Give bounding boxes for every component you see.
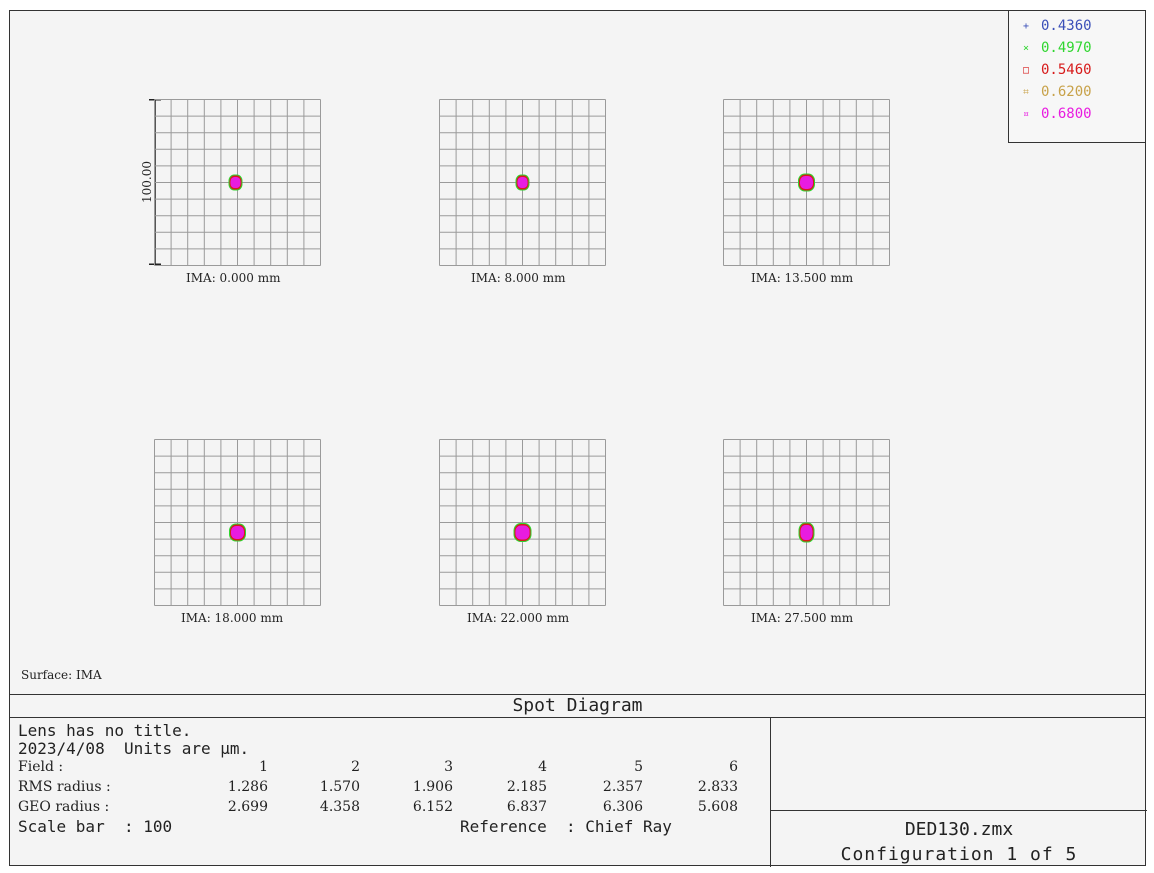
spot-mark [800, 525, 813, 540]
field-label-1: IMA: 0.000 mm [186, 271, 281, 285]
rms-value: 1.286 [227, 779, 268, 795]
legend-wavelength: 0.5460 [1041, 62, 1092, 78]
spot-panel-4 [154, 439, 321, 606]
geo-value: 4.358 [319, 799, 360, 815]
geo-value: 6.306 [602, 799, 643, 815]
legend-marker-icon: × [1022, 42, 1030, 54]
field-header: Field : [18, 759, 64, 775]
legend-row-1: + 0.4360 [1019, 15, 1092, 37]
spot-panel-1 [154, 99, 321, 266]
spot-grid [723, 439, 890, 606]
field-number: 6 [729, 759, 738, 775]
field-label-6: IMA: 27.500 mm [751, 611, 854, 625]
field-number: 5 [634, 759, 643, 775]
legend-row-5: ¤ 0.6800 [1019, 103, 1092, 125]
spot-panel-6 [723, 439, 890, 606]
surface-label: Surface: IMA [21, 668, 102, 682]
legend-marker-icon: ¤ [1022, 108, 1030, 120]
file-info-divider [771, 810, 1147, 811]
file-name: DED130.zmx [904, 819, 1014, 840]
rms-value: 1.570 [319, 779, 360, 795]
field-number: 1 [259, 759, 268, 775]
plot-area: + 0.4360 × 0.4970 □ 0.5460 ⌗ 0.6200 ¤ 0.… [10, 10, 1146, 694]
field-number: 3 [444, 759, 453, 775]
spot-diagram-window: + 0.4360 × 0.4970 □ 0.5460 ⌗ 0.6200 ¤ 0.… [9, 10, 1147, 867]
geo-value: 2.699 [227, 799, 268, 815]
field-number: 4 [538, 759, 547, 775]
lens-title: Lens has no title. [18, 721, 192, 740]
field-label-5: IMA: 22.000 mm [467, 611, 570, 625]
plot-title: Spot Diagram [10, 694, 1145, 718]
field-label-3: IMA: 13.500 mm [751, 271, 854, 285]
spot-panel-5 [439, 439, 606, 606]
spot-grid [439, 439, 606, 606]
spot-mark [515, 525, 530, 540]
spot-grid [154, 99, 321, 266]
geo-row: GEO radius : 2.699 4.358 6.152 6.837 6.3… [18, 799, 778, 817]
field-number: 2 [351, 759, 360, 775]
wavelength-legend: + 0.4360 × 0.4970 □ 0.5460 ⌗ 0.6200 ¤ 0.… [1008, 10, 1146, 143]
spot-grid [439, 99, 606, 266]
file-info-box: DED130.zmx Configuration 1 of 5 [770, 718, 1147, 867]
spot-grid [154, 439, 321, 606]
rms-value: 2.833 [697, 779, 738, 795]
legend-wavelength: 0.6200 [1041, 84, 1092, 100]
legend-wavelength: 0.4970 [1041, 40, 1092, 56]
spot-panel-3 [723, 99, 890, 266]
rms-row: RMS radius : 1.286 1.570 1.906 2.185 2.3… [18, 779, 778, 797]
rms-value: 2.357 [602, 779, 643, 795]
scale-bar-label: 100.00 [140, 161, 154, 203]
legend-marker-icon: □ [1022, 64, 1030, 76]
spot-mark [800, 176, 813, 189]
geo-value: 5.608 [697, 799, 738, 815]
rms-header: RMS radius : [18, 779, 111, 795]
legend-wavelength: 0.6800 [1041, 106, 1092, 122]
legend-marker-icon: + [1022, 20, 1030, 32]
spot-mark [230, 177, 241, 188]
info-block: Lens has no title. 2023/4/08 Units are µ… [10, 718, 770, 867]
field-row: Field : 1 2 3 4 5 6 [18, 759, 778, 777]
spot-panel-2 [439, 99, 606, 266]
spot-mark [517, 177, 528, 188]
rms-value: 1.906 [412, 779, 453, 795]
legend-row-3: □ 0.5460 [1019, 59, 1092, 81]
field-label-4: IMA: 18.000 mm [181, 611, 284, 625]
reference-info: Reference : Chief Ray [460, 817, 672, 836]
field-label-2: IMA: 8.000 mm [471, 271, 566, 285]
geo-value: 6.152 [412, 799, 453, 815]
geo-header: GEO radius : [18, 799, 110, 815]
legend-marker-icon: ⌗ [1023, 86, 1029, 98]
scale-bar-info: Scale bar : 100 [18, 817, 173, 836]
geo-value: 6.837 [506, 799, 547, 815]
legend-row-2: × 0.4970 [1019, 37, 1092, 59]
legend-wavelength: 0.4360 [1041, 18, 1092, 34]
rms-value: 2.185 [506, 779, 547, 795]
spot-grid [723, 99, 890, 266]
configuration-label: Configuration 1 of 5 [840, 844, 1078, 865]
date-units: 2023/4/08 Units are µm. [18, 739, 250, 758]
spot-mark [231, 526, 244, 539]
legend-row-4: ⌗ 0.6200 [1019, 81, 1092, 103]
